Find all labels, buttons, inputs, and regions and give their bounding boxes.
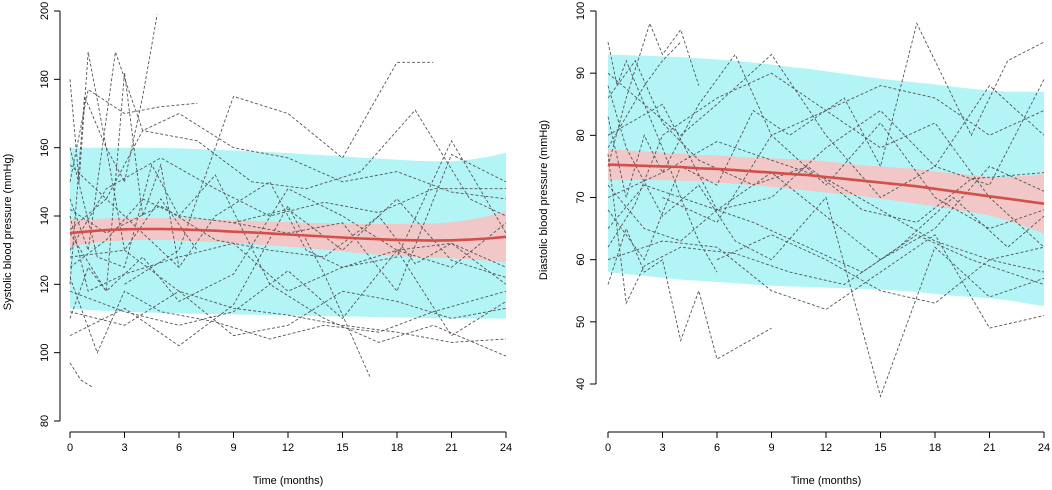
systolic-x-tick-label: 0 (67, 442, 73, 454)
diastolic-individual-line (607, 42, 718, 273)
diastolic-axes: 0 3 6 9 12 15 18 21 24 40 50 60 70 80 90 100 (575, 2, 1050, 454)
systolic-individual-line (69, 205, 507, 285)
systolic-y-axis-label: Systolic blood pressure (mmHg) (2, 154, 14, 311)
systolic-individual-line (233, 198, 507, 278)
diastolic-mean-line-layer (607, 163, 1045, 205)
diastolic-individual-line (662, 109, 1045, 248)
diastolic-y-tick-label: 60 (575, 254, 587, 266)
systolic-x-tick-label: 9 (230, 442, 236, 454)
systolic-individual-lines-layer (69, 14, 507, 388)
diastolic-x-tick-label: 15 (874, 442, 886, 454)
systolic-individual-line (69, 290, 507, 337)
diastolic-x-tick-label: 24 (1038, 442, 1050, 454)
systolic-x-tick-label: 18 (391, 442, 403, 454)
diastolic-individual-lines-layer (607, 22, 1045, 398)
diastolic-x-tick-label: 12 (820, 442, 832, 454)
systolic-y-tick-label: 200 (39, 2, 51, 20)
diastolic-individual-line (607, 85, 1045, 398)
diastolic-individual-line (607, 72, 1045, 248)
systolic-individual-line (69, 72, 180, 319)
systolic-individual-line (69, 139, 507, 268)
diastolic-x-tick-label: 18 (929, 442, 941, 454)
systolic-individual-line (69, 51, 507, 251)
diastolic-individual-line (607, 53, 1045, 230)
diastolic-x-tick-label: 6 (714, 442, 720, 454)
diastolic-individual-line (607, 22, 1045, 261)
diastolic-individual-line (607, 184, 1045, 285)
systolic-individual-line (69, 362, 93, 388)
systolic-individual-line (69, 215, 507, 292)
diastolic-y-tick-label: 50 (575, 316, 587, 328)
diastolic-individual-line (607, 103, 1045, 261)
diastolic-y-axis-label: Diastolic blood pressure (mmHg) (538, 120, 550, 280)
systolic-x-tick-label: 6 (176, 442, 182, 454)
diastolic-x-tick-label: 21 (983, 442, 995, 454)
diastolic-y-tick-label: 90 (575, 67, 587, 79)
systolic-panel: 0 3 6 9 12 15 18 21 24 80 100 120 140 160 180 200 Time … (2, 2, 512, 487)
diastolic-individual-line (607, 227, 772, 360)
systolic-axes: 0 3 6 9 12 15 18 21 24 80 100 120 140 160 180 200 (39, 2, 512, 454)
systolic-x-tick-label: 12 (282, 442, 294, 454)
systolic-individual-line (69, 88, 198, 182)
systolic-x-tick-label: 24 (500, 442, 512, 454)
systolic-x-tick-label: 15 (336, 442, 348, 454)
systolic-individual-line (69, 277, 507, 354)
diastolic-y-tick-label: 80 (575, 129, 587, 141)
systolic-y-tick-label: 140 (39, 207, 51, 225)
systolic-individual-line (69, 109, 507, 217)
systolic-individual-line (69, 204, 371, 377)
diastolic-x-tick-label: 0 (605, 442, 611, 454)
diastolic-individual-line (716, 234, 1045, 304)
systolic-mean-line (69, 227, 507, 242)
diastolic-individual-line (607, 79, 1045, 242)
diastolic-individual-line (607, 53, 1045, 199)
diastolic-individual-line (607, 22, 700, 167)
systolic-y-tick-label: 80 (39, 415, 51, 427)
systolic-y-tick-label: 160 (39, 138, 51, 156)
diastolic-individual-line (607, 41, 682, 149)
diastolic-x-tick-label: 9 (768, 442, 774, 454)
systolic-individual-line (69, 153, 507, 293)
diastolic-mean-line (607, 163, 1045, 205)
diastolic-individual-line (607, 153, 1045, 305)
systolic-individual-line (69, 96, 198, 285)
diastolic-individual-line (607, 59, 1045, 223)
diastolic-x-axis-label: Time (months) (791, 475, 862, 487)
diastolic-y-tick-label: 70 (575, 191, 587, 203)
systolic-x-axis-label: Time (months) (253, 475, 324, 487)
systolic-y-tick-label: 180 (39, 70, 51, 88)
systolic-x-tick-label: 3 (121, 442, 127, 454)
systolic-individual-line (69, 249, 507, 343)
systolic-individual-line (69, 147, 507, 357)
diastolic-y-tick-label: 100 (575, 2, 587, 20)
systolic-individual-line (69, 249, 507, 337)
systolic-mean-line-layer (69, 227, 507, 242)
systolic-individual-line (69, 157, 506, 251)
systolic-x-tick-label: 21 (445, 442, 457, 454)
diastolic-panel: 0 3 6 9 12 15 18 21 24 40 50 60 70 80 90 100 Time (mont… (538, 2, 1050, 487)
diastolic-y-tick-label: 40 (575, 378, 587, 390)
diastolic-x-tick-label: 3 (659, 442, 665, 454)
systolic-y-tick-label: 120 (39, 275, 51, 293)
systolic-y-tick-label: 100 (39, 343, 51, 361)
diastolic-individual-line (607, 234, 1045, 329)
diastolic-individual-line (607, 141, 1045, 273)
systolic-individual-line (124, 14, 158, 182)
